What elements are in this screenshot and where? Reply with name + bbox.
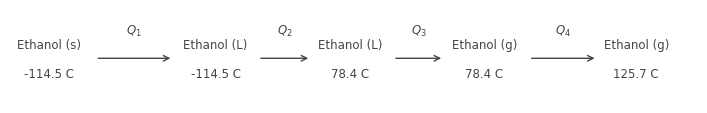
- Text: 78.4 C: 78.4 C: [331, 67, 369, 80]
- Text: Ethanol (L): Ethanol (L): [183, 39, 248, 52]
- Text: 125.7 C: 125.7 C: [614, 67, 659, 80]
- Text: -114.5 C: -114.5 C: [25, 67, 74, 80]
- Text: $Q_2$: $Q_2$: [276, 24, 293, 39]
- Text: Ethanol (s): Ethanol (s): [18, 39, 81, 52]
- Text: Ethanol (L): Ethanol (L): [317, 39, 382, 52]
- Text: Ethanol (g): Ethanol (g): [604, 39, 669, 52]
- Text: 78.4 C: 78.4 C: [465, 67, 503, 80]
- Text: Ethanol (g): Ethanol (g): [452, 39, 517, 52]
- Text: $Q_4$: $Q_4$: [555, 24, 571, 39]
- Text: $Q_1$: $Q_1$: [127, 24, 142, 39]
- Text: -114.5 C: -114.5 C: [191, 67, 240, 80]
- Text: $Q_3$: $Q_3$: [411, 24, 426, 39]
